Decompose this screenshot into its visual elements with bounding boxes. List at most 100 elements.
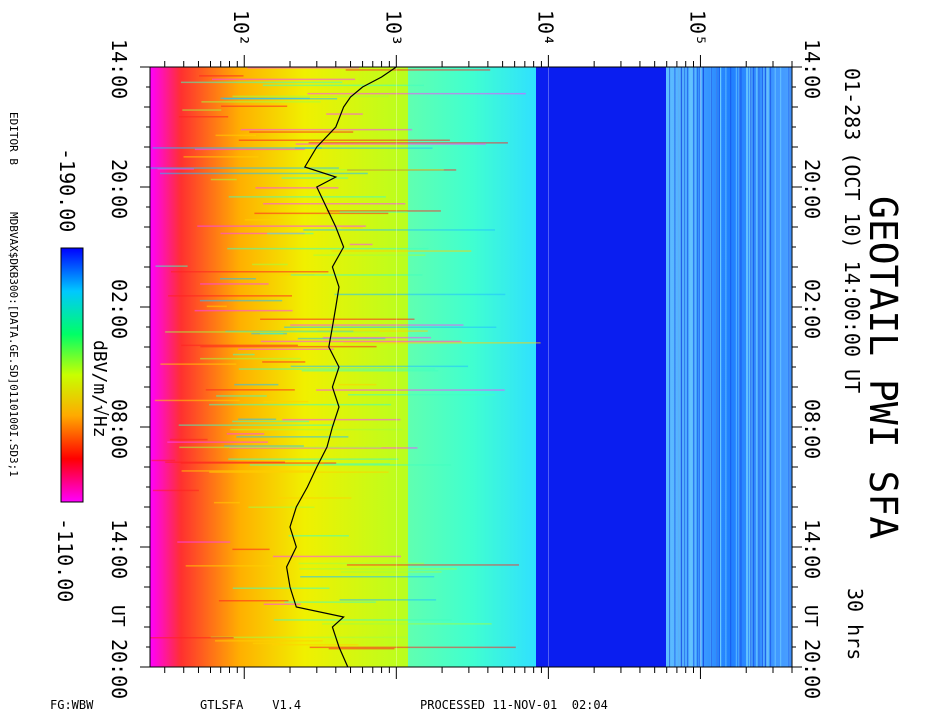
spectrogram-streak: [247, 67, 360, 69]
spectrogram-streak: [232, 587, 330, 589]
spectrogram-streak: [232, 95, 389, 98]
spectrogram-streak: [220, 278, 256, 280]
spectrogram-streak: [197, 225, 366, 227]
footer-left-label: FG:WBW: [50, 698, 94, 712]
colorbar-unit-label: dBV/m/√Hz: [89, 340, 110, 438]
spectrogram-streak: [169, 438, 208, 441]
spectrogram-vertical-line: [691, 67, 693, 667]
spectrogram-streak: [343, 342, 541, 344]
spectrogram-streak: [277, 497, 352, 499]
spectrogram-vertical-line: [770, 67, 772, 667]
band-10k-100k: [536, 67, 666, 667]
spectrogram-streak: [317, 330, 428, 332]
spectrogram-streak: [218, 600, 289, 602]
spectrogram-vertical-line: [720, 67, 722, 667]
spectrogram-streak: [181, 470, 314, 472]
spectrogram-vertical-line: [730, 67, 732, 667]
spectrogram-vertical-line: [699, 67, 701, 667]
spectrogram-vertical-line: [740, 67, 742, 667]
spectrogram-streak: [165, 331, 380, 333]
spectrogram-streak: [238, 368, 436, 370]
spectrogram-streak: [249, 464, 452, 466]
spectrogram-vertical-line: [766, 67, 768, 667]
footer-processed: PROCESSED 11-NOV-01 02:04: [420, 698, 608, 712]
spectrogram-vertical-line: [697, 67, 699, 667]
spectrogram-streak: [185, 565, 275, 567]
spectrogram-vertical-line: [694, 67, 696, 667]
spectrogram-vertical-line: [753, 67, 755, 667]
y-tick-label-left: 14:00: [107, 519, 131, 579]
spectrogram-streak: [255, 187, 339, 189]
colorbar-max-label: -110.00: [53, 518, 77, 602]
chart-subtitle: 01-283 (OCT 10) 14:00:00 UT: [840, 68, 864, 393]
spectrogram-streak: [209, 403, 392, 406]
spectrogram-streak: [228, 196, 386, 198]
x-tick-label: 10⁴: [533, 10, 557, 46]
spectrogram-streak: [150, 167, 339, 169]
spectrogram-streak: [300, 576, 435, 578]
spectrogram-streak: [200, 357, 301, 360]
spectrogram-streak: [201, 101, 321, 103]
spectrogram-streak: [168, 295, 292, 297]
x-tick-label: 10³: [381, 10, 405, 46]
spectrogram-streak: [254, 212, 389, 215]
y-tick-label-right: 14:00: [800, 519, 824, 579]
spectrogram-vertical-line: [669, 67, 671, 667]
overlay-trace-line: [285, 66, 397, 668]
band-high-frequency: [666, 67, 792, 667]
spectrogram-streak: [212, 78, 356, 81]
spectrogram-streak: [180, 81, 343, 84]
spectrogram-streak: [180, 462, 337, 464]
spectrogram-streak: [215, 640, 323, 642]
spectrogram-vertical-line: [767, 67, 768, 667]
spectrogram-streak: [238, 139, 450, 141]
spectrogram-streak: [273, 619, 452, 621]
spectrogram-vertical-line: [746, 67, 748, 667]
spectrogram-vertical-line: [746, 67, 748, 667]
spectrogram-streak: [182, 109, 222, 111]
spectrogram-streak: [160, 363, 237, 365]
spectrogram-streak: [316, 389, 505, 391]
spectrogram-streak: [154, 399, 240, 402]
spectrogram-vertical-line: [683, 67, 685, 667]
spectrogram-streak: [263, 603, 301, 605]
spectrogram-streak: [210, 636, 408, 639]
spectrogram-vertical-line: [757, 67, 759, 667]
spectrogram-vertical-line: [750, 67, 752, 667]
spectrogram-vertical-line: [687, 67, 689, 667]
x-tick-label: 10²: [229, 10, 253, 46]
editor-label: EDITOR B: [7, 112, 20, 165]
spectrogram-streak: [240, 128, 413, 131]
spectrogram-vertical-line: [788, 67, 790, 667]
spectrogram-streak: [232, 548, 270, 551]
ut-label-left: UT: [107, 605, 128, 627]
spectrogram-streak: [303, 229, 495, 231]
spectrogram-streak: [313, 254, 426, 256]
spectrogram-streak: [179, 446, 382, 449]
spectrogram-streak: [210, 178, 237, 181]
spectrogram-streak: [260, 340, 461, 343]
spectrogram-streak: [309, 646, 516, 649]
spectrogram-vertical-line: [755, 67, 757, 667]
spectrogram-streak: [308, 142, 508, 144]
spectrogram-streak: [178, 116, 229, 118]
spectrogram-streak: [288, 535, 349, 537]
spectrogram-vertical-line: [763, 67, 765, 667]
spectrogram-streak: [152, 147, 322, 149]
spectrogram-vertical-line: [765, 67, 766, 667]
spectrogram-vertical-line: [725, 67, 727, 667]
x-axis-ticks: 10² 10³ 10⁴ 10⁵: [164, 10, 793, 679]
spectrogram-streak: [221, 105, 288, 107]
spectrogram-vertical-line: [774, 67, 776, 667]
spectrogram-vertical-line: [682, 67, 684, 667]
spectrogram-streak: [215, 134, 256, 137]
spectrogram-streak: [326, 210, 441, 212]
spectrogram-streak: [238, 348, 334, 350]
spectrogram-streak: [199, 299, 283, 302]
spectrogram-streak: [290, 365, 469, 368]
y-tick-label-right: 20:00: [800, 159, 824, 219]
spectrogram-vertical-line: [678, 67, 680, 667]
spectrogram-streak: [199, 75, 244, 77]
spectrogram-streak: [339, 211, 408, 213]
